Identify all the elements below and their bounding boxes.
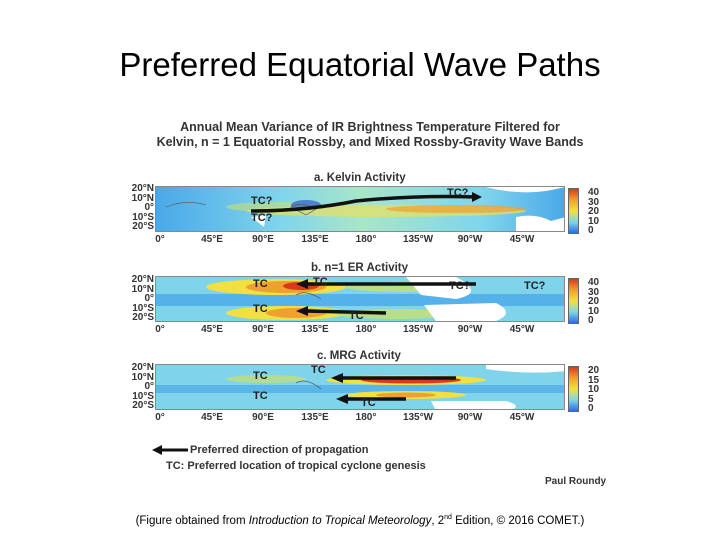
figure-caption: (Figure obtained from Introduction to Tr… xyxy=(135,514,585,527)
panel-a-title: a. Kelvin Activity xyxy=(314,172,406,184)
panel-c-tc-label: TC xyxy=(311,364,326,376)
panel-b-tc-label: TC xyxy=(253,278,268,290)
panel-a-lat-labels: 20°N 10°N 0° 10°S 20°S xyxy=(131,183,154,232)
figure-title-line2: Kelvin, n = 1 Equatorial Rossby, and Mix… xyxy=(156,135,584,149)
legend-tc-text: TC: Preferred location of tropical cyclo… xyxy=(166,460,426,472)
legend-arrow-icon xyxy=(152,445,188,455)
panel-a-tc-label: TC? xyxy=(447,187,469,199)
figure-credit: Paul Roundy xyxy=(545,476,607,487)
panel-c-title: c. MRG Activity xyxy=(317,350,401,362)
panel-c-lon-labels: 0° 45°E 90°E 135°E 180° 135°W 90°W 45°W xyxy=(155,412,535,423)
panel-c-colorbar-labels: 20 15 10 5 0 xyxy=(588,365,600,414)
panel-b-tc-label: TC? xyxy=(449,280,471,292)
panel-b-tc-label: TC xyxy=(253,303,268,315)
panel-b-lon-labels: 0° 45°E 90°E 135°E 180° 135°W 90°W 45°W xyxy=(155,324,535,335)
panel-a-colorbar-labels: 40 30 20 10 0 xyxy=(588,187,600,236)
slide-title: Preferred Equatorial Wave Paths xyxy=(119,46,601,83)
figure-title-line1: Annual Mean Variance of IR Brightness Te… xyxy=(180,120,560,134)
panel-a-colorbar xyxy=(568,188,579,234)
panel-a-lon-labels: 0° 45°E 90°E 135°E 180° 135°W 90°W 45°W xyxy=(155,234,535,245)
panel-b-map xyxy=(155,276,565,322)
panel-a-tc-label: TC? xyxy=(251,212,273,224)
panel-b-tc-label: TC xyxy=(349,310,364,322)
panel-a-map xyxy=(155,186,565,232)
panel-b-title: b. n=1 ER Activity xyxy=(311,262,409,274)
panel-c-tc-label: TC xyxy=(253,390,268,402)
panel-b-colorbar xyxy=(568,278,579,324)
panel-b-tc-label: TC? xyxy=(524,280,546,292)
panel-c-tc-label: TC xyxy=(361,397,376,409)
panel-c-tc-label: TC xyxy=(253,370,268,382)
panel-b-lat-labels: 20°N 10°N 0° 10°S 20°S xyxy=(131,274,154,323)
panel-c-lat-labels: 20°N 10°N 0° 10°S 20°S xyxy=(131,362,154,411)
panel-c-map xyxy=(155,364,565,410)
legend-arrow-text: Preferred direction of propagation xyxy=(190,444,369,456)
panel-c-colorbar xyxy=(568,366,579,412)
panel-a-tc-label: TC? xyxy=(251,195,273,207)
panel-b-tc-label: TC xyxy=(313,276,328,288)
panel-b-colorbar-labels: 40 30 20 10 0 xyxy=(588,277,600,326)
figure-title: Annual Mean Variance of IR Brightness Te… xyxy=(140,120,600,150)
